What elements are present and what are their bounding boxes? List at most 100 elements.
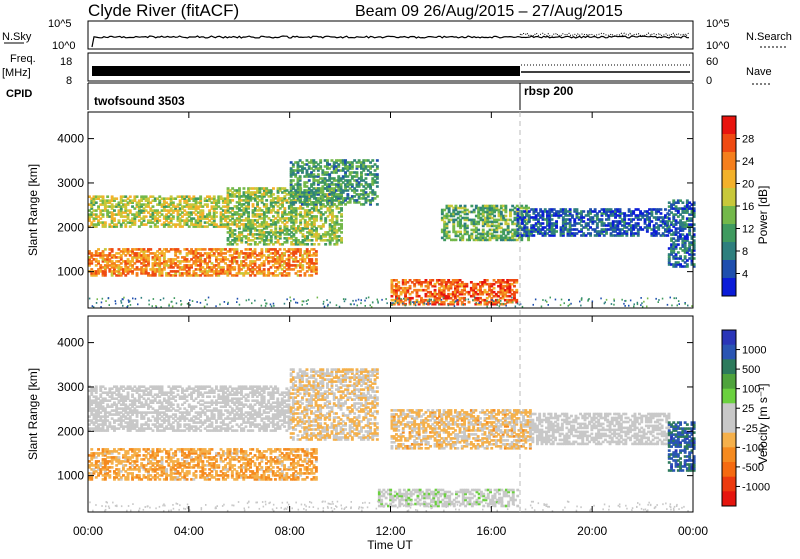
heatmap-cell (317, 173, 320, 176)
heatmap-cell (224, 215, 227, 218)
nsky-tick-top: 10^5 (48, 18, 72, 30)
heatmap-cell (630, 300, 632, 302)
heatmap-cell (205, 299, 207, 301)
heatmap-cell (234, 229, 237, 232)
heatmap-cell (336, 304, 338, 306)
heatmap-cell (527, 207, 530, 210)
heatmap-cell (512, 301, 514, 303)
heatmap-cell (122, 305, 124, 307)
heatmap-cell (247, 211, 250, 214)
heatmap-cell (145, 215, 148, 218)
heatmap-cell (206, 203, 209, 206)
heatmap-cell (246, 300, 248, 302)
heatmap-cell (141, 297, 143, 299)
heatmap-cell (582, 210, 585, 213)
heatmap-cell (172, 201, 175, 204)
heatmap-cell (192, 300, 194, 302)
heatmap-cell (515, 279, 518, 282)
heatmap-cell (213, 195, 216, 198)
heatmap-cell (470, 205, 473, 208)
heatmap-cell (121, 302, 123, 304)
heatmap-cell (611, 303, 613, 305)
heatmap-cell (405, 305, 407, 307)
heatmap-cell (459, 231, 462, 234)
heatmap-cell (637, 222, 640, 225)
heatmap-cell (466, 225, 469, 228)
heatmap-cell (381, 299, 383, 301)
nsky-tick-bottom: 10^0 (52, 40, 76, 52)
heatmap-cell (313, 243, 316, 246)
freq-unit: [MHz] (2, 67, 31, 79)
heatmap-cell (323, 303, 325, 305)
heatmap-cell (155, 305, 157, 307)
heatmap-cell (189, 304, 191, 306)
heatmap-cell (111, 466, 114, 469)
heatmap-cell (138, 448, 141, 451)
heatmap-cell (136, 272, 139, 275)
heatmap-cell (497, 304, 499, 306)
heatmap-cell (172, 215, 175, 218)
heatmap-cell (329, 302, 331, 304)
freq-trace (92, 66, 520, 76)
heatmap-cell (660, 208, 663, 211)
heatmap-cell (655, 298, 657, 300)
heatmap-cell (504, 215, 507, 218)
heatmap-cell (374, 191, 377, 194)
heatmap-cell (650, 220, 653, 223)
heatmap-cell (340, 213, 343, 216)
heatmap-cell (376, 181, 379, 184)
heatmap-cell (307, 299, 309, 301)
heatmap-cell (97, 298, 99, 300)
heatmap-cell (299, 248, 302, 251)
heatmap-cell (261, 305, 263, 307)
heatmap-cell (350, 304, 352, 306)
heatmap-cell (397, 302, 399, 304)
heatmap-cell (623, 303, 625, 305)
nave-tick-top: 60 (706, 56, 718, 68)
heatmap-cell (171, 301, 173, 303)
velocity-heatmap (88, 368, 696, 512)
heatmap-cell (505, 305, 507, 307)
heatmap-cell (515, 289, 518, 292)
heatmap-cell (391, 304, 393, 306)
heatmap-cell (105, 300, 107, 302)
heatmap-cell (491, 299, 493, 301)
y-tick-label: 1000 (57, 265, 84, 279)
heatmap-cell (569, 304, 571, 306)
heatmap-cell (372, 302, 374, 304)
heatmap-cell (643, 301, 645, 303)
heatmap-cell (365, 305, 367, 307)
heatmap-cell (215, 305, 217, 307)
heatmap-cell (431, 299, 433, 301)
heatmap-cell (123, 297, 125, 299)
heatmap-cell (152, 448, 155, 451)
nsky-label: N.Sky (2, 31, 32, 43)
heatmap-cell (621, 299, 623, 301)
heatmap-cell (286, 298, 288, 300)
heatmap-cell (115, 303, 117, 305)
heatmap-cell (308, 179, 311, 182)
heatmap-cell (122, 298, 124, 300)
heatmap-cell (555, 220, 558, 223)
heatmap-cell (340, 237, 343, 240)
heatmap-cell (292, 179, 295, 182)
heatmap-cell (542, 299, 544, 301)
heatmap-cell (376, 159, 379, 162)
nsearch-label: N.Search (746, 31, 792, 43)
heatmap-cell (324, 243, 327, 246)
heatmap-cell (168, 305, 170, 307)
heatmap-cell (215, 215, 218, 218)
heatmap-cell (340, 223, 343, 226)
heatmap-cell (493, 215, 496, 218)
nsearch-tick-bottom: 10^0 (706, 40, 730, 52)
heatmap-cell (340, 219, 343, 222)
heatmap-cell (352, 300, 354, 302)
heatmap-cell (581, 298, 583, 300)
heatmap-cell (551, 218, 554, 221)
heatmap-cell (448, 304, 450, 306)
heatmap-cell (160, 299, 162, 301)
heatmap-cell (666, 234, 669, 237)
heatmap-cell (179, 250, 182, 253)
heatmap-cell (128, 299, 130, 301)
heatmap-cell (215, 211, 218, 214)
